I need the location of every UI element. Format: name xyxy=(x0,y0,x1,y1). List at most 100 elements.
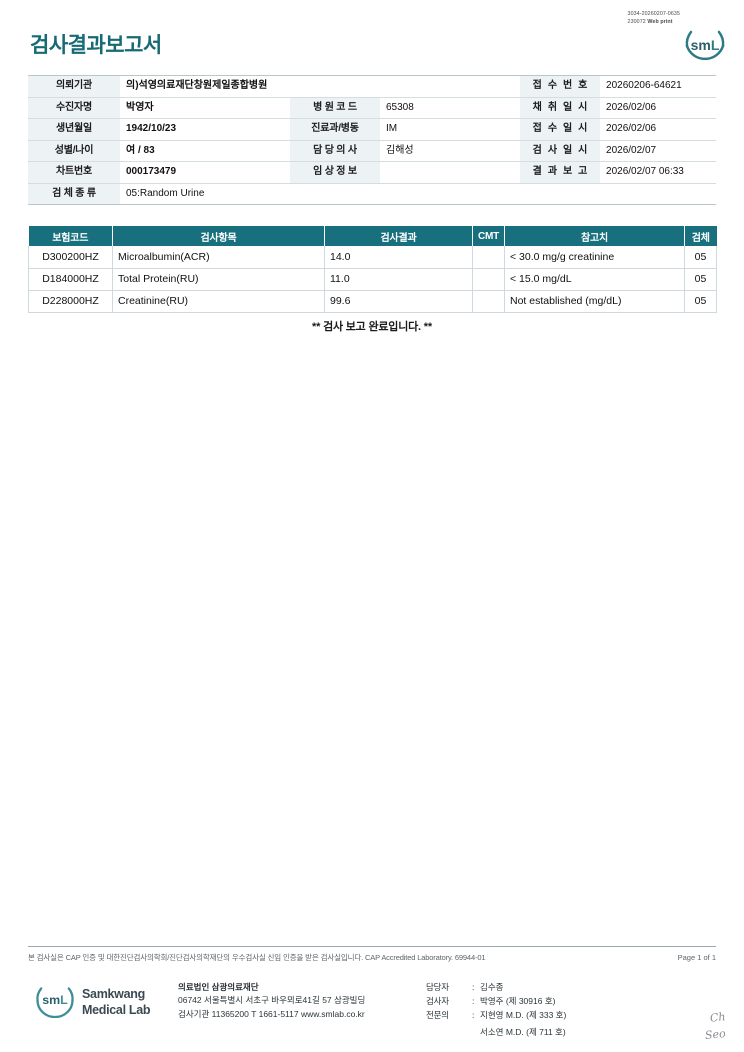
info-value-hospital-code: 65308 xyxy=(380,97,521,119)
signature-mark: Seo xyxy=(704,1027,727,1043)
info-value-sex-age: 여 / 83 xyxy=(120,140,290,162)
signature-colon: : xyxy=(472,995,475,1006)
results-col-code: 보험코드 xyxy=(28,226,113,246)
cell-code: D184000HZ xyxy=(28,268,113,291)
info-label-sex-age: 성별/나이 xyxy=(28,140,120,162)
info-label-result-report: 결 과 보 고 xyxy=(520,161,601,184)
cell-specimen: 05 xyxy=(684,290,717,313)
results-header-row: 보험코드 검사항목 검사결과 CMT 참고치 검체 xyxy=(28,226,717,246)
info-value-collection-date: 2026/02/06 xyxy=(600,97,716,119)
cell-cmt xyxy=(472,268,505,291)
sml-logo-icon: smL xyxy=(685,30,725,61)
cell-reference: Not established (mg/dL) xyxy=(504,290,685,313)
cell-reference: < 30.0 mg/g creatinine xyxy=(504,246,685,269)
info-value-birthdate: 1942/10/23 xyxy=(120,118,290,141)
cell-result: 14.0 xyxy=(324,246,473,269)
info-row-specimen: 검 체 종 류 05:Random Urine xyxy=(28,183,716,205)
info-row: 의뢰기관 의)석영의료재단창원제일종합병원 접 수 번 호 20260206-6… xyxy=(28,75,716,98)
sml-footer-logo-icon: smL xyxy=(36,987,74,1018)
info-value-test-date: 2026/02/07 xyxy=(600,140,716,162)
info-value-chart-no: 000173479 xyxy=(120,161,290,184)
print-meta: 3034-20260207-0635 230072 Web print xyxy=(628,10,680,26)
info-label-collection-date: 채 취 일 시 xyxy=(520,97,601,119)
results-col-reference: 참고치 xyxy=(504,226,685,246)
info-value-receipt-date: 2026/02/06 xyxy=(600,118,716,141)
cell-test: Total Protein(RU) xyxy=(112,268,325,291)
info-row: 성별/나이 여 / 83 담 당 의 사 김해성 검 사 일 시 2026/02… xyxy=(28,140,716,162)
results-col-test: 검사항목 xyxy=(112,226,325,246)
signature-name: 지현영 M.D. (제 333 호) xyxy=(480,1009,567,1020)
footer-address: 06742 서울특별시 서초구 바우뫼로41길 57 삼광빌딩 xyxy=(178,995,366,1006)
cell-result: 99.6 xyxy=(324,290,473,313)
print-meta-line2: 230072 xyxy=(627,19,646,26)
footer-body: smL Samkwang Medical Lab 의료법인 삼광의료재단 067… xyxy=(28,978,727,1042)
page-number: Page 1 of 1 xyxy=(677,953,716,962)
cell-cmt xyxy=(472,246,505,269)
results-col-cmt: CMT xyxy=(472,226,505,246)
svg-text:smL: smL xyxy=(42,993,68,1007)
page-title: 검사결과보고서 xyxy=(30,34,162,57)
signature-row: 담당자 : 김수종 xyxy=(426,981,726,995)
report-header: 검사결과보고서 3034-20260207-0635 230072 Web pr… xyxy=(0,0,744,72)
cell-cmt xyxy=(472,290,505,313)
print-meta-mode: Web print xyxy=(647,19,673,26)
signature-role: 담당자 xyxy=(426,982,449,992)
table-row: D228000HZ Creatinine(RU) 99.6 Not establ… xyxy=(28,290,717,313)
info-value-department: IM xyxy=(380,118,521,141)
footer-brand-line1: Samkwang xyxy=(82,987,145,1001)
info-label-specimen-type: 검 체 종 류 xyxy=(28,183,120,205)
signature-row: 검사자 : 박영주 (제 30916 호) xyxy=(426,995,726,1009)
signature-name: 김수종 xyxy=(480,982,504,992)
info-value-receipt-no: 20260206-64621 xyxy=(600,75,716,98)
signature-row: 전문의 : 지현영 M.D. (제 333 호) Ch xyxy=(426,1009,727,1027)
info-label-department: 진료과/병동 xyxy=(290,118,380,141)
patient-info-table: 의뢰기관 의)석영의료재단창원제일종합병원 접 수 번 호 20260206-6… xyxy=(28,75,716,205)
signature-role: 검사자 xyxy=(426,995,449,1006)
signature-name: 서소연 M.D. (제 711 호) xyxy=(480,1027,566,1038)
cell-code: D228000HZ xyxy=(28,290,113,313)
info-label-receipt-date: 접 수 일 시 xyxy=(520,118,601,141)
svg-text:smL: smL xyxy=(691,37,720,53)
signature-colon xyxy=(472,1026,480,1044)
info-label-test-date: 검 사 일 시 xyxy=(520,140,601,162)
cell-result: 11.0 xyxy=(324,268,473,291)
footer-signature-block: 담당자 : 김수종 검사자 : 박영주 (제 30916 호) 전문의 : 지현… xyxy=(426,981,727,1044)
info-label-patient-name: 수진자명 xyxy=(28,97,120,119)
results-table: 보험코드 검사항목 검사결과 CMT 참고치 검체 D300200HZ Micr… xyxy=(28,226,717,313)
cell-test: Creatinine(RU) xyxy=(112,290,325,313)
cell-specimen: 05 xyxy=(684,246,717,269)
info-label-clinical-info: 임 상 정 보 xyxy=(290,161,380,184)
info-label-institution: 의뢰기관 xyxy=(28,75,120,98)
info-value-institution: 의)석영의료재단창원제일종합병원 xyxy=(120,75,521,98)
results-col-result: 검사결과 xyxy=(324,226,473,246)
signature-colon: : xyxy=(472,982,475,992)
footer-contact: 검사기관 11365200 T 1661-5117 www.smlab.co.k… xyxy=(178,1008,365,1019)
signature-colon: : xyxy=(472,1009,475,1020)
print-meta-line2-row: 230072 Web print xyxy=(628,18,680,26)
info-value-clinical-info xyxy=(380,161,521,184)
signature-name: 박영주 (제 30916 호) xyxy=(480,995,556,1006)
info-value-patient-name: 박영자 xyxy=(120,97,290,119)
footer-brand-line2: Medical Lab xyxy=(82,1003,151,1017)
footer-org-name: 의료법인 삼광의료재단 xyxy=(178,982,259,992)
results-col-specimen: 검체 xyxy=(684,226,717,246)
signature-role xyxy=(426,1026,472,1044)
info-row: 생년월일 1942/10/23 진료과/병동 IM 접 수 일 시 2026/0… xyxy=(28,118,716,141)
info-row: 수진자명 박영자 병 원 코 드 65308 채 취 일 시 2026/02/0… xyxy=(28,97,716,119)
footer-address-block: 의료법인 삼광의료재단 06742 서울특별시 서초구 바우뫼로41길 57 삼… xyxy=(178,981,438,1022)
info-label-doctor: 담 당 의 사 xyxy=(290,140,380,162)
info-value-result-report: 2026/02/07 06:33 xyxy=(600,161,716,184)
table-row: D300200HZ Microalbumin(ACR) 14.0 < 30.0 … xyxy=(28,246,717,269)
footer-divider xyxy=(28,946,716,947)
accreditation-note: 본 검사실은 CAP 인증 및 대한진단검사의학회/진단검사의학재단의 우수검사… xyxy=(28,953,486,962)
print-meta-line1: 3034-20260207-0635 xyxy=(627,11,680,17)
cell-reference: < 15.0 mg/dL xyxy=(504,268,685,291)
info-label-chart-no: 차트번호 xyxy=(28,161,120,184)
table-row: D184000HZ Total Protein(RU) 11.0 < 15.0 … xyxy=(28,268,717,291)
info-label-birthdate: 생년월일 xyxy=(28,118,120,141)
info-label-receipt-no: 접 수 번 호 xyxy=(520,75,601,98)
signature-row: 서소연 M.D. (제 711 호) Seo xyxy=(426,1026,727,1044)
info-row: 차트번호 000173479 임 상 정 보 결 과 보 고 2026/02/0… xyxy=(28,161,716,184)
cell-code: D300200HZ xyxy=(28,246,113,269)
